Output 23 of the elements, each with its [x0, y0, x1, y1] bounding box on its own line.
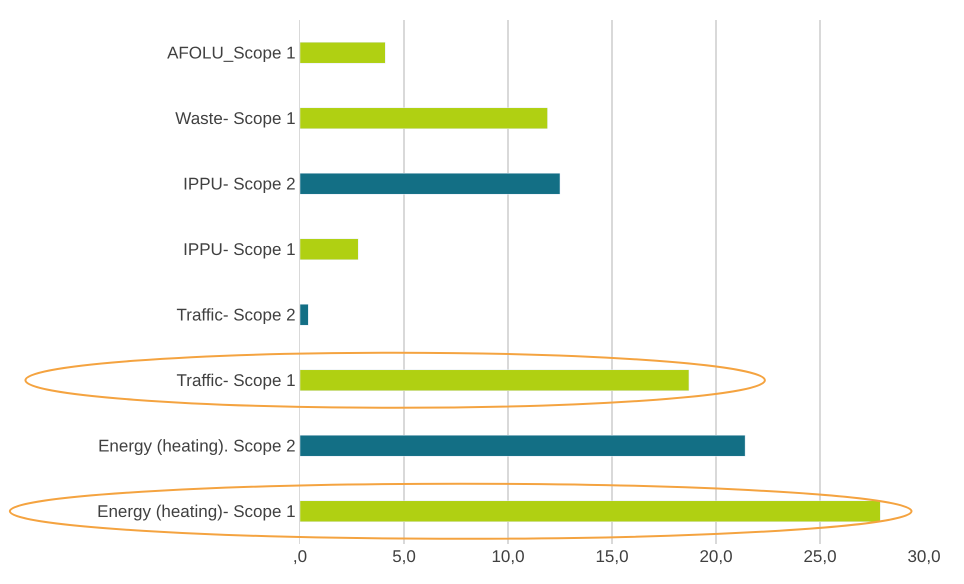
y-tick-label: Traffic- Scope 1: [176, 371, 296, 390]
x-tick-label: ,0: [292, 547, 308, 566]
bar: [300, 173, 560, 194]
y-tick-label: IPPU- Scope 1: [183, 240, 296, 260]
x-tick-label: 10,0: [491, 547, 525, 566]
y-tick-label: Energy (heating). Scope 2: [98, 436, 296, 456]
x-tick-label: 5,0: [392, 547, 416, 566]
bar: [300, 42, 386, 64]
x-tick-label: 25,0: [803, 547, 837, 566]
y-tick-label: IPPU- Scope 2: [183, 174, 296, 194]
bar: [300, 304, 309, 326]
y-tick-label: Waste- Scope 1: [175, 109, 296, 128]
bar: [300, 370, 690, 391]
bar: [300, 435, 746, 456]
x-tick-label: 15,0: [595, 547, 629, 566]
y-tick-label: AFOLU_Scope 1: [167, 44, 296, 63]
bar: [300, 108, 548, 129]
x-tick-label: 20,0: [699, 547, 733, 566]
bar: [300, 238, 358, 260]
x-tick-label: 30,0: [907, 547, 941, 566]
bar: [300, 500, 881, 522]
y-tick-label: Energy (heating)- Scope 1: [97, 502, 296, 522]
y-tick-label: Traffic- Scope 2: [176, 306, 296, 325]
